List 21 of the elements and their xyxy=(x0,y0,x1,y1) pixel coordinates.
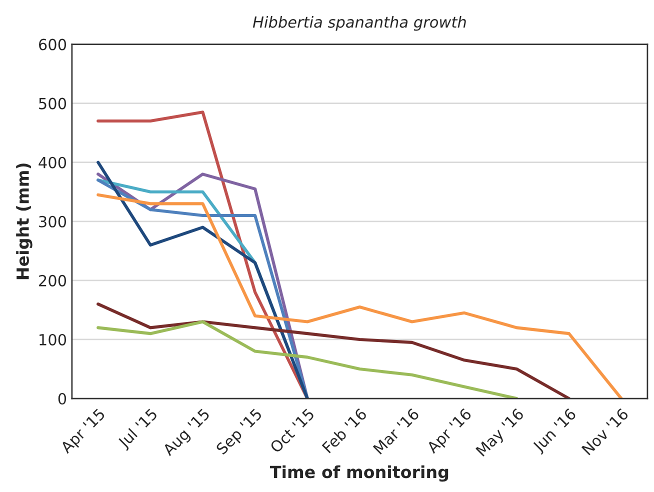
x-tick-label: Sep '15 xyxy=(215,408,265,458)
x-tick-label: Apr '16 xyxy=(426,408,474,456)
y-tick-label: 500 xyxy=(39,98,66,110)
x-tick-label: Apr '15 xyxy=(60,408,108,456)
y-tick-label: 200 xyxy=(39,274,66,286)
line-series xyxy=(96,193,623,399)
line-series xyxy=(96,302,571,399)
y-tick-label: 0 xyxy=(58,392,66,405)
chart-title: Hibbertia spanantha growth xyxy=(252,16,466,31)
y-axis-title: Height (mm) xyxy=(16,164,32,280)
x-axis-title: Time of monitoring xyxy=(270,465,448,482)
x-tick-label: Jul '15 xyxy=(116,408,160,451)
x-tick-label: Mar '16 xyxy=(372,408,420,455)
y-tick-label: 400 xyxy=(38,156,66,168)
y-tick-label: 300 xyxy=(39,216,66,228)
line-series xyxy=(96,320,518,399)
x-tick-label: Oct '15 xyxy=(269,408,315,454)
x-tick-label: Jun '16 xyxy=(532,408,579,455)
y-tick-label: 100 xyxy=(40,334,66,346)
x-tick-label: Feb '16 xyxy=(321,408,368,454)
y-tick-label: 600 xyxy=(38,38,66,50)
